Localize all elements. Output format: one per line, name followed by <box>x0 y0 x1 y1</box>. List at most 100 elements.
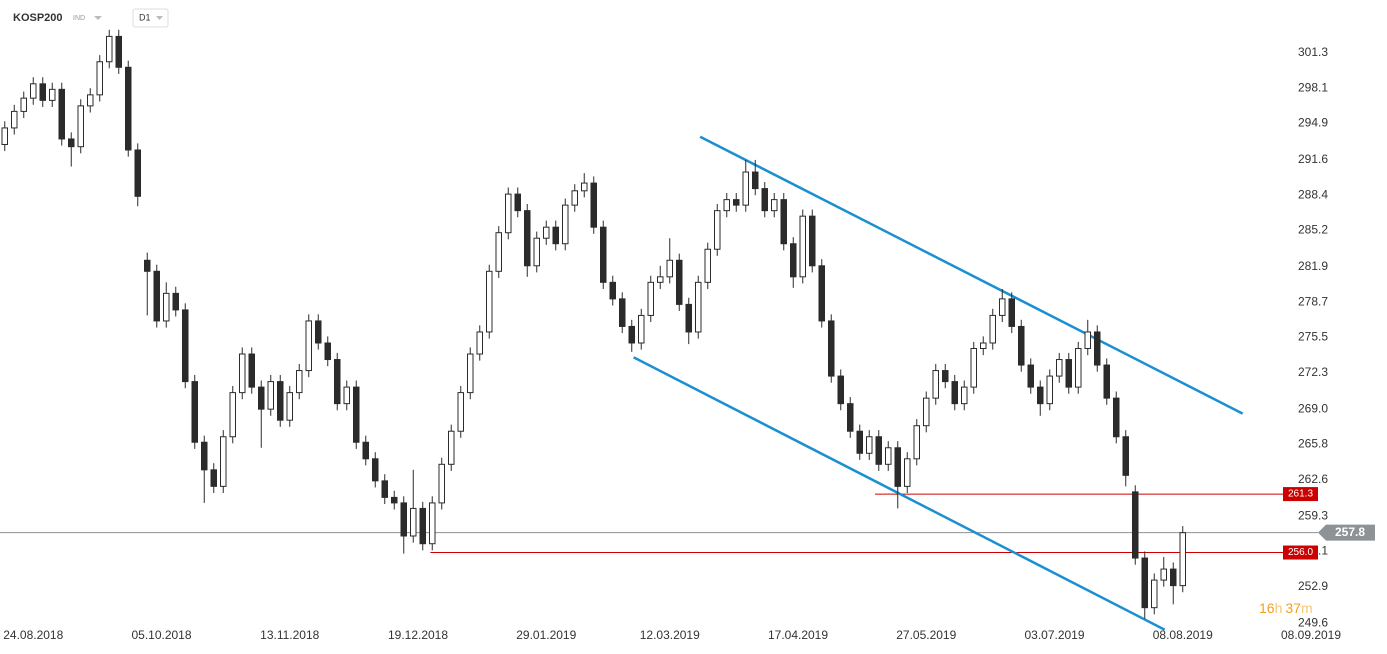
candle-body <box>1036 386 1044 405</box>
y-tick-label: 298.1 <box>1298 80 1328 94</box>
candle-body <box>305 320 313 372</box>
candle-body <box>580 182 588 192</box>
candle-body <box>666 259 674 278</box>
candle-body <box>248 353 256 388</box>
candle-body <box>381 480 389 498</box>
candle-body <box>352 386 360 443</box>
candle-body <box>552 226 560 245</box>
countdown: 16h 37m <box>1259 600 1313 616</box>
candle-body <box>761 188 769 212</box>
candle-body <box>723 199 731 212</box>
candle-body <box>210 469 218 487</box>
plot: 249.6252.9256.1259.3262.6265.8269.0272.3… <box>0 29 1375 642</box>
candle-body <box>875 436 883 465</box>
candle-body <box>932 370 940 399</box>
candle-body <box>438 463 446 504</box>
timeframe-select[interactable] <box>132 8 169 28</box>
y-tick-label: 301.3 <box>1298 45 1328 59</box>
timeframe: D1 <box>139 12 151 22</box>
y-tick-label: 275.5 <box>1298 330 1328 344</box>
last-price-label: 257.8 <box>1335 525 1365 539</box>
x-tick-label: 27.05.2019 <box>896 628 956 642</box>
candle-body <box>115 35 123 68</box>
candle-body <box>1027 364 1035 388</box>
candle-body <box>314 320 322 344</box>
x-tick-label: 19.12.2018 <box>388 628 448 642</box>
candle-body <box>865 436 873 454</box>
candle-body <box>618 298 626 327</box>
candle-body <box>86 94 94 107</box>
dropdown-arrow[interactable] <box>94 16 102 20</box>
candle-body <box>419 507 427 545</box>
candle-body <box>713 210 721 250</box>
candle-body <box>219 436 227 487</box>
x-tick-label: 29.01.2019 <box>516 628 576 642</box>
trendline <box>633 356 1166 631</box>
candle-body <box>951 381 959 405</box>
level-tag <box>1283 545 1318 560</box>
y-tick-label: 252.9 <box>1298 579 1328 593</box>
candle-body <box>1074 348 1082 388</box>
candle-body <box>29 83 37 99</box>
candle-body <box>1046 375 1054 405</box>
candle-body <box>495 232 503 272</box>
candle-body <box>20 97 28 112</box>
x-tick-label: 05.10.2018 <box>131 628 191 642</box>
candle-body <box>343 386 351 405</box>
candle-body <box>656 276 664 283</box>
x-tick-label: 17.04.2019 <box>768 628 828 642</box>
candle-body <box>523 210 531 267</box>
candle-body <box>780 199 788 245</box>
candle-body <box>485 270 493 333</box>
trendline <box>699 135 1244 415</box>
candle-body <box>1065 359 1073 388</box>
candle-body <box>960 386 968 405</box>
candle-body <box>257 386 265 410</box>
candle-body <box>39 83 47 101</box>
candle-body <box>58 88 66 140</box>
candle-body <box>685 303 693 333</box>
candle-body <box>134 149 142 197</box>
level-label: 256.0 <box>1288 547 1313 558</box>
y-tick-label: 291.6 <box>1298 152 1328 166</box>
candle-body <box>1093 331 1101 366</box>
candle-body <box>1017 325 1025 366</box>
candle-body <box>922 397 930 427</box>
candle-body <box>1122 436 1130 476</box>
candle-body <box>162 292 170 322</box>
candle-body <box>856 430 864 454</box>
y-tick-label: 288.4 <box>1298 187 1328 201</box>
candle-body <box>267 381 275 410</box>
candle-body <box>1103 364 1111 399</box>
candle-body <box>504 193 512 234</box>
candle-body <box>837 375 845 405</box>
candle-body <box>571 190 579 206</box>
candle-body <box>124 66 132 151</box>
candle-body <box>514 193 522 212</box>
level-label: 261.3 <box>1288 489 1313 500</box>
symbol: KOSP200 <box>13 12 63 24</box>
x-tick-label: 12.03.2019 <box>640 628 700 642</box>
candle-body <box>400 502 408 537</box>
candle-body <box>903 458 911 487</box>
y-tick-label: 265.8 <box>1298 437 1328 451</box>
candle-body <box>694 281 702 333</box>
candle-body <box>390 496 398 504</box>
candle-body <box>732 199 740 206</box>
y-tick-label: 285.2 <box>1298 223 1328 237</box>
candle-body <box>466 353 474 394</box>
candle-body <box>96 61 104 96</box>
x-tick-label: 03.07.2019 <box>1024 628 1084 642</box>
candle-body <box>362 441 370 460</box>
candle-body <box>989 314 997 344</box>
candle-body <box>447 430 455 465</box>
market: IND <box>73 15 85 22</box>
candle-body <box>200 441 208 471</box>
countdown-hours: 16 <box>1259 600 1275 616</box>
candle-body <box>143 259 151 272</box>
candle-body <box>295 370 303 394</box>
candle-body <box>457 392 465 432</box>
candle-body <box>799 215 807 278</box>
countdown-unit: m <box>1301 600 1313 616</box>
